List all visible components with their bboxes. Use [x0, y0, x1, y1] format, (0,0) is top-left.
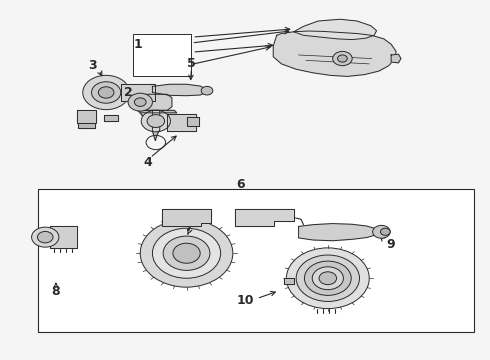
Text: 6: 6	[236, 178, 245, 191]
Text: 8: 8	[51, 285, 60, 298]
Polygon shape	[235, 208, 294, 226]
Polygon shape	[162, 208, 211, 226]
Circle shape	[147, 114, 165, 127]
Polygon shape	[152, 84, 206, 96]
Text: 1: 1	[133, 38, 142, 51]
Circle shape	[373, 225, 390, 238]
Polygon shape	[140, 111, 177, 113]
Polygon shape	[77, 111, 97, 123]
Text: 5: 5	[187, 57, 196, 71]
Circle shape	[296, 255, 360, 301]
Circle shape	[304, 261, 351, 296]
Text: 4: 4	[143, 156, 152, 168]
Circle shape	[173, 243, 200, 263]
Circle shape	[380, 228, 390, 235]
Polygon shape	[140, 94, 172, 111]
Circle shape	[92, 82, 121, 103]
Circle shape	[163, 236, 210, 270]
Text: 2: 2	[123, 86, 132, 99]
Circle shape	[31, 227, 59, 247]
Circle shape	[128, 93, 152, 111]
Polygon shape	[152, 111, 160, 141]
Circle shape	[287, 248, 369, 309]
Circle shape	[201, 86, 213, 95]
Polygon shape	[167, 114, 196, 131]
Circle shape	[338, 55, 347, 62]
Polygon shape	[78, 123, 95, 128]
Circle shape	[312, 267, 343, 290]
Bar	[133, 33, 192, 76]
Bar	[38, 189, 474, 332]
Text: 9: 9	[387, 238, 395, 251]
Text: 3: 3	[89, 59, 98, 72]
Circle shape	[134, 98, 146, 107]
Circle shape	[141, 111, 171, 132]
Polygon shape	[50, 226, 77, 248]
Polygon shape	[121, 84, 155, 102]
Circle shape	[333, 51, 352, 66]
Circle shape	[152, 228, 220, 278]
Polygon shape	[284, 278, 294, 284]
Text: 7: 7	[185, 221, 194, 234]
Polygon shape	[391, 54, 401, 63]
Polygon shape	[273, 31, 396, 76]
Polygon shape	[104, 115, 118, 121]
Polygon shape	[294, 19, 376, 40]
Circle shape	[83, 75, 129, 110]
Circle shape	[98, 87, 114, 98]
Circle shape	[319, 272, 337, 285]
Polygon shape	[187, 117, 199, 126]
Circle shape	[37, 231, 53, 243]
Polygon shape	[298, 224, 380, 241]
Circle shape	[140, 219, 233, 287]
Text: 10: 10	[236, 294, 254, 307]
